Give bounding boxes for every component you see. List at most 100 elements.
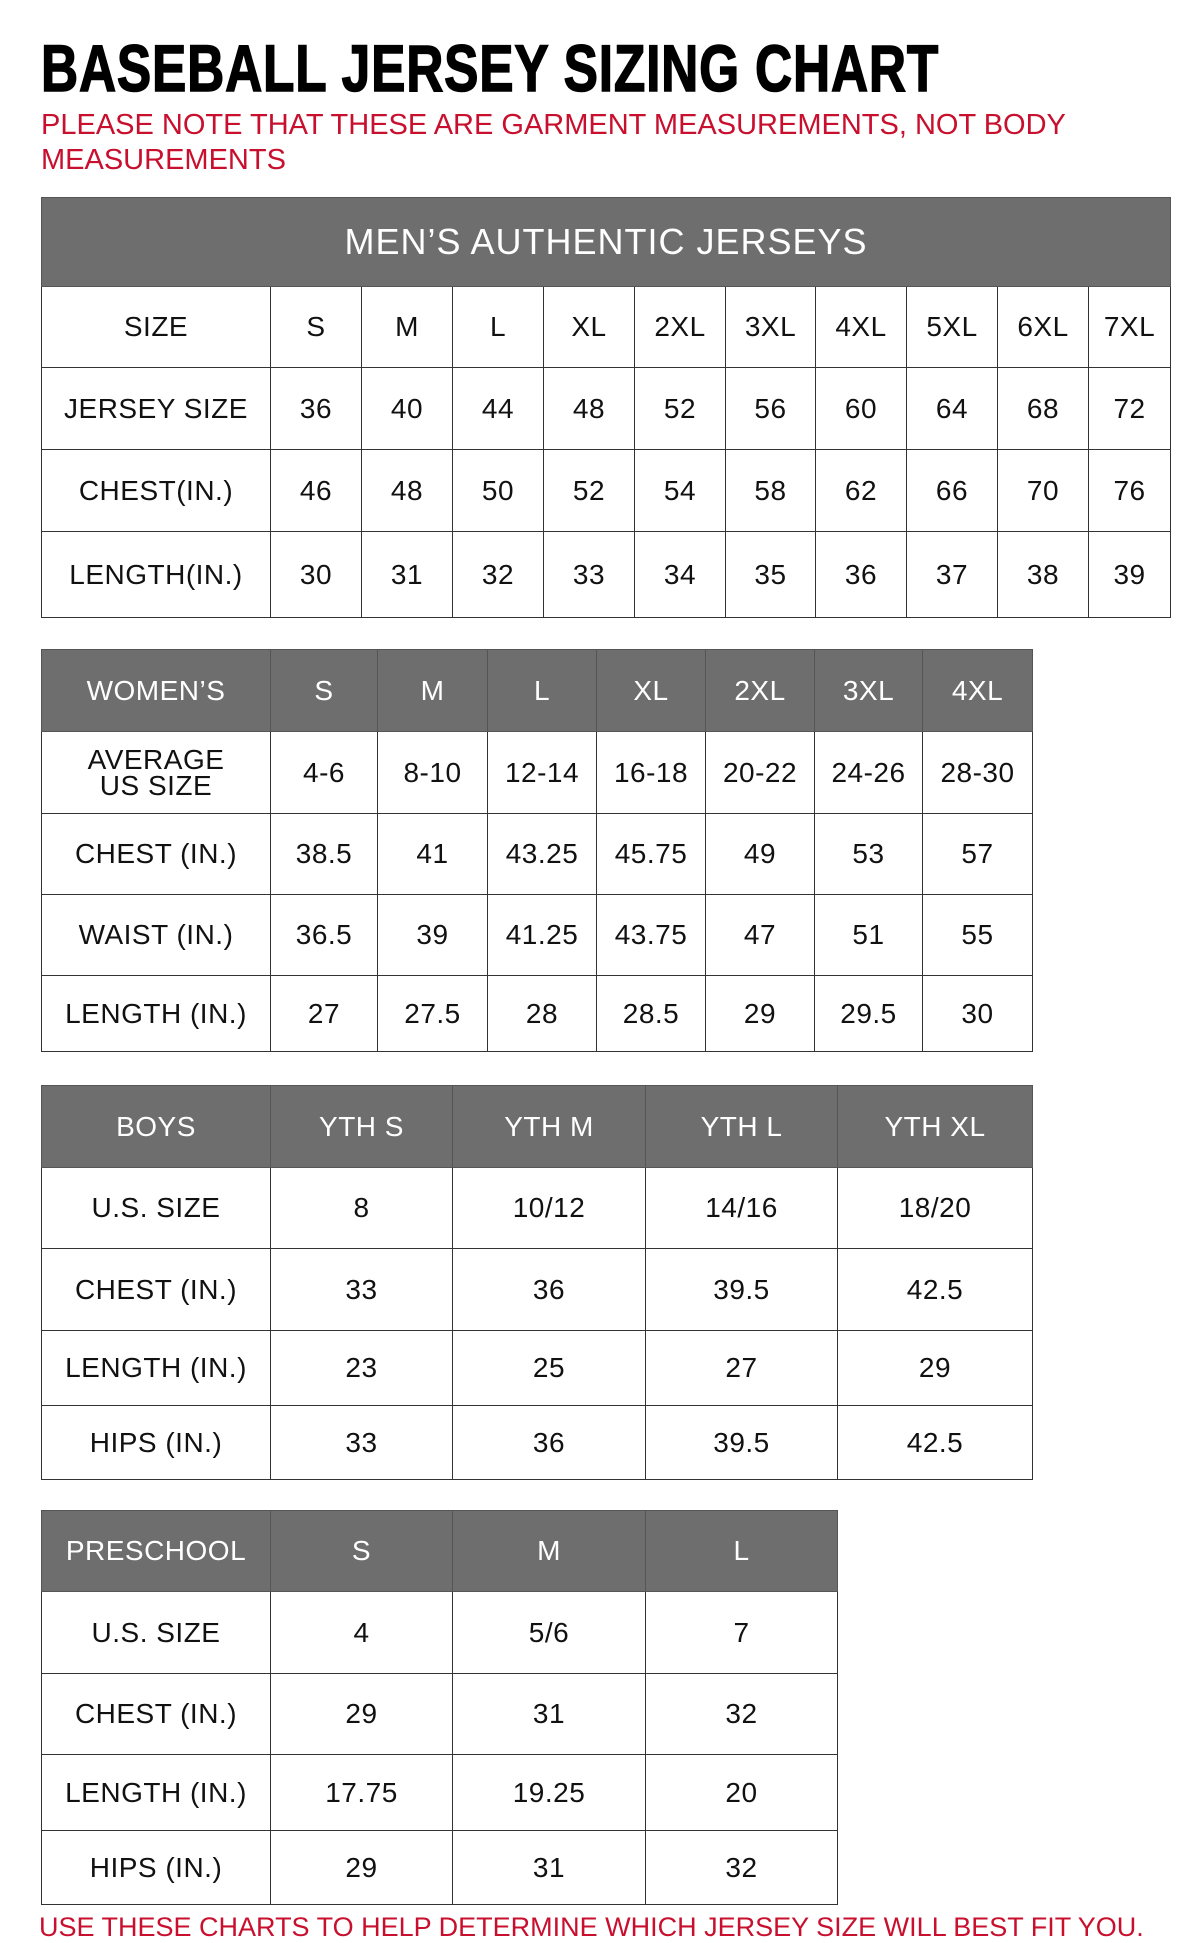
table-row: LENGTH (IN.) 17.75 19.25 20 bbox=[41, 1754, 838, 1831]
value-cell: 36 bbox=[452, 1405, 646, 1480]
table-row: HIPS (IN.) 33 36 39.5 42.5 bbox=[41, 1405, 1033, 1480]
value-cell: 38.5 bbox=[270, 813, 378, 895]
value-cell: 29 bbox=[270, 1830, 453, 1905]
value-cell: 47 bbox=[705, 894, 815, 976]
value-cell: 68 bbox=[997, 367, 1089, 450]
value-cell: 49 bbox=[705, 813, 815, 895]
value-cell: 42.5 bbox=[837, 1248, 1033, 1331]
value-cell: 25 bbox=[452, 1330, 646, 1406]
value-cell: 29 bbox=[837, 1330, 1033, 1406]
value-cell: 4-6 bbox=[270, 731, 378, 814]
value-cell: 29 bbox=[705, 975, 815, 1052]
value-cell: 20 bbox=[645, 1754, 838, 1831]
value-cell: 58 bbox=[725, 449, 816, 532]
value-cell: 46 bbox=[270, 449, 362, 532]
size-header-cell: L bbox=[452, 286, 544, 368]
value-cell: 33 bbox=[270, 1405, 453, 1480]
womens-size-table: WOMEN’S S M L XL 2XL 3XL 4XL AVERAGE US SIZE 4-6 8… bbox=[41, 649, 1033, 1052]
table-row: LENGTH(IN.) 30 31 32 33 34 35 36 37 38 39 bbox=[41, 531, 1172, 618]
value-cell: 51 bbox=[814, 894, 923, 976]
value-cell: 31 bbox=[452, 1673, 646, 1755]
table-band-title: MEN’S AUTHENTIC JERSEYS bbox=[40, 197, 1172, 287]
row-label-cell: CHEST (IN.) bbox=[41, 1673, 271, 1755]
value-cell: 30 bbox=[922, 975, 1033, 1052]
size-header-cell: 3XL bbox=[814, 649, 923, 732]
value-cell: 53 bbox=[814, 813, 923, 895]
value-cell: 48 bbox=[543, 367, 635, 450]
value-cell: 36.5 bbox=[270, 894, 378, 976]
value-cell: 8-10 bbox=[377, 731, 488, 814]
table-row: HIPS (IN.) 29 31 32 bbox=[41, 1830, 838, 1905]
size-header-cell: 5XL bbox=[906, 286, 998, 368]
value-cell: 39.5 bbox=[645, 1405, 838, 1480]
table-band-row: MEN’S AUTHENTIC JERSEYS bbox=[40, 197, 1172, 287]
row-label-cell: AVERAGE US SIZE bbox=[41, 731, 271, 814]
row-header-cell: SIZE bbox=[41, 286, 271, 368]
row-label-cell: CHEST(IN.) bbox=[41, 449, 271, 532]
value-cell: 30 bbox=[270, 531, 362, 618]
value-cell: 27.5 bbox=[377, 975, 488, 1052]
value-cell: 29 bbox=[270, 1673, 453, 1755]
size-header-cell: M bbox=[452, 1510, 646, 1592]
value-cell: 28.5 bbox=[596, 975, 706, 1052]
value-cell: 76 bbox=[1087, 449, 1172, 532]
value-cell: 7 bbox=[645, 1591, 838, 1674]
row-header-cell: WOMEN’S bbox=[41, 649, 271, 732]
value-cell: 43.75 bbox=[596, 894, 706, 976]
table-row: WAIST (IN.) 36.5 39 41.25 43.75 47 51 55 bbox=[41, 894, 1033, 976]
size-header-cell: 2XL bbox=[705, 649, 815, 732]
value-cell: 32 bbox=[645, 1830, 838, 1905]
table-row: CHEST (IN.) 33 36 39.5 42.5 bbox=[41, 1248, 1033, 1331]
value-cell: 27 bbox=[270, 975, 378, 1052]
value-cell: 39 bbox=[377, 894, 488, 976]
value-cell: 48 bbox=[361, 449, 453, 532]
value-cell: 54 bbox=[634, 449, 726, 532]
value-cell: 42.5 bbox=[837, 1405, 1033, 1480]
size-header-cell: 6XL bbox=[997, 286, 1089, 368]
row-header-cell: PRESCHOOL bbox=[41, 1510, 271, 1592]
value-cell: 57 bbox=[922, 813, 1033, 895]
value-cell: 28-30 bbox=[922, 731, 1033, 814]
value-cell: 5/6 bbox=[452, 1591, 646, 1674]
value-cell: 45.75 bbox=[596, 813, 706, 895]
value-cell: 28 bbox=[487, 975, 597, 1052]
row-label-cell: LENGTH(IN.) bbox=[41, 531, 271, 618]
table-row: LENGTH (IN.) 27 27.5 28 28.5 29 29.5 30 bbox=[41, 975, 1033, 1052]
value-cell: 72 bbox=[1087, 367, 1172, 450]
value-cell: 20-22 bbox=[705, 731, 815, 814]
value-cell: 41 bbox=[377, 813, 488, 895]
row-label-cell: U.S. SIZE bbox=[41, 1591, 271, 1674]
table-row: U.S. SIZE 4 5/6 7 bbox=[41, 1591, 838, 1674]
value-cell: 64 bbox=[906, 367, 998, 450]
size-header-cell: M bbox=[377, 649, 488, 732]
mens-size-table: MEN’S AUTHENTIC JERSEYS SIZE S M L XL 2XL 3XL 4X… bbox=[40, 197, 1172, 618]
size-header-cell: 4XL bbox=[922, 649, 1033, 732]
boys-size-table: BOYS YTH S YTH M YTH L YTH XL U.S. SIZE 8 10/12… bbox=[41, 1085, 1033, 1480]
table-row: AVERAGE US SIZE 4-6 8-10 12-14 16-18 20-22 24-… bbox=[41, 731, 1033, 814]
value-cell: 35 bbox=[725, 531, 816, 618]
size-header-cell: S bbox=[270, 286, 362, 368]
value-cell: 17.75 bbox=[270, 1754, 453, 1831]
footer-note: USE THESE CHARTS TO HELP DETERMINE WHICH… bbox=[39, 1912, 1144, 1942]
value-cell: 4 bbox=[270, 1591, 453, 1674]
row-label-cell: JERSEY SIZE bbox=[41, 367, 271, 450]
value-cell: 31 bbox=[452, 1830, 646, 1905]
value-cell: 36 bbox=[452, 1248, 646, 1331]
value-cell: 14/16 bbox=[645, 1167, 838, 1249]
row-label-cell: WAIST (IN.) bbox=[41, 894, 271, 976]
row-label-cell: HIPS (IN.) bbox=[41, 1405, 271, 1480]
size-header-cell: 3XL bbox=[725, 286, 816, 368]
table-row: CHEST (IN.) 29 31 32 bbox=[41, 1673, 838, 1755]
value-cell: 38 bbox=[997, 531, 1089, 618]
size-header-cell: S bbox=[270, 1510, 453, 1592]
row-label-cell: U.S. SIZE bbox=[41, 1167, 271, 1249]
value-cell: 19.25 bbox=[452, 1754, 646, 1831]
size-header-cell: YTH S bbox=[270, 1085, 453, 1168]
size-header-cell: L bbox=[645, 1510, 838, 1592]
value-cell: 40 bbox=[361, 367, 453, 450]
value-cell: 12-14 bbox=[487, 731, 597, 814]
value-cell: 27 bbox=[645, 1330, 838, 1406]
table-header-row: BOYS YTH S YTH M YTH L YTH XL bbox=[41, 1085, 1033, 1168]
row-label-cell: HIPS (IN.) bbox=[41, 1830, 271, 1905]
table-header-row: PRESCHOOL S M L bbox=[41, 1510, 838, 1592]
